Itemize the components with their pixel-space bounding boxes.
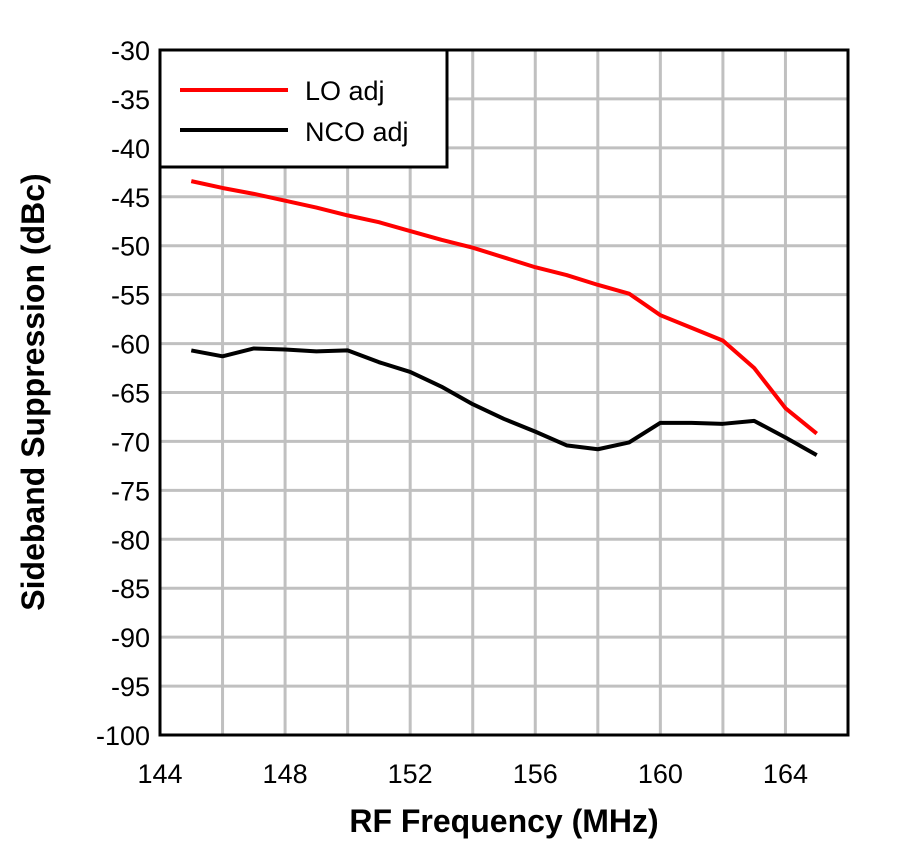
y-tick-label: -45: [111, 183, 150, 213]
plot-frame: [158, 48, 850, 737]
y-tick-label: -95: [111, 672, 150, 702]
series-line-lo-adj: [190, 179, 818, 436]
y-tick-label: -100: [96, 721, 150, 751]
legend-label-lo-adj: LO adj: [305, 76, 385, 106]
x-tick-label: 164: [763, 759, 808, 789]
x-tick-label: 156: [513, 759, 558, 789]
x-tick-label: 160: [638, 759, 683, 789]
series-line-nco-adj: [190, 346, 818, 457]
y-tick-label: -50: [111, 232, 150, 262]
y-tick-label: -35: [111, 85, 150, 115]
legend-label-nco-adj: NCO adj: [305, 117, 409, 147]
x-tick-label: 148: [263, 759, 308, 789]
x-tick-labels: 144 148 152 156 160 164: [137, 759, 808, 789]
y-tick-label: -75: [111, 476, 150, 506]
legend: LO adj NCO adj: [158, 48, 449, 169]
legend-box: [158, 48, 449, 169]
x-tick-label: 144: [137, 759, 182, 789]
y-tick-label: -65: [111, 379, 150, 409]
y-axis-label: Sideband Suppression (dBc): [15, 173, 51, 610]
y-tick-label: -30: [111, 36, 150, 66]
series-group: [190, 179, 818, 457]
y-tick-label: -55: [111, 281, 150, 311]
y-tick-label: -40: [111, 134, 150, 164]
y-tick-label: -60: [111, 330, 150, 360]
x-tick-label: 152: [388, 759, 433, 789]
y-tick-label: -70: [111, 427, 150, 457]
y-tick-label: -85: [111, 574, 150, 604]
y-tick-labels: -30 -35 -40 -45 -50 -55 -60 -65 -70 -75 -80 -85 -90 -…: [96, 36, 150, 751]
y-tick-label: -80: [111, 525, 150, 555]
x-axis-label: RF Frequency (MHz): [349, 803, 658, 839]
y-tick-label: -90: [111, 623, 150, 653]
